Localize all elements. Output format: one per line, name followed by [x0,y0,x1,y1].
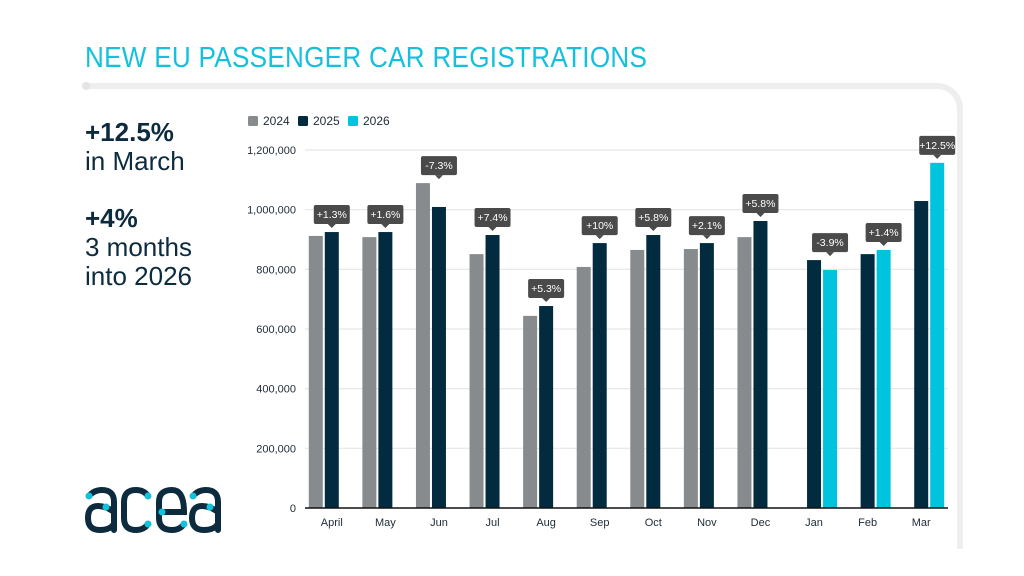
change-label: +7.4% [478,212,508,224]
y-tick-label: 400,000 [256,384,296,396]
change-badge-pointer [327,224,336,229]
stat-ytd-label-1: 3 months [85,232,192,262]
change-label: +12.5% [919,140,955,152]
bar-2026-Mar [930,162,945,508]
panel-dot [82,82,90,90]
change-badge [742,194,779,214]
change-badge-pointer [381,224,390,229]
bar-2024-May [362,237,377,508]
change-badge [528,279,565,299]
legend-swatch-2026 [348,116,358,126]
change-label: +5.3% [531,283,561,295]
legend-label-2025: 2025 [313,114,340,128]
change-badge-pointer [933,154,942,159]
bar-2025-Jul [485,235,500,508]
change-badge [812,233,849,253]
change-badge [865,222,902,242]
change-label: -7.3% [425,160,452,172]
bar-2024-April [308,235,323,509]
x-tick-label: Dec [751,517,771,529]
x-tick-label: Jun [430,517,448,529]
bar-2025-Aug [539,306,554,508]
acea-logo [84,486,221,534]
x-tick-label: May [375,517,396,529]
bar-2025-Feb [860,254,875,508]
bar-2024-Aug [523,315,538,508]
change-badge-pointer [595,235,604,240]
change-badge-pointer [542,298,551,303]
change-badge-pointer [756,213,765,218]
bar-2025-Jan [807,260,822,508]
change-badge-pointer [488,227,497,232]
change-badge [367,205,404,225]
change-badge-pointer [649,227,658,232]
x-tick-label: April [321,517,343,529]
change-label: -3.9% [816,237,843,249]
bar-2024-Dec [737,237,752,508]
change-badge [581,216,618,236]
bar-2024-Oct [630,249,645,509]
bar-2025-April [324,232,339,508]
change-badge [420,156,457,176]
y-tick-label: 800,000 [256,264,296,276]
bar-2025-Oct [646,235,661,508]
bar-2025-May [378,232,393,508]
bar-2025-Jun [431,206,446,508]
stat-march-value: +12.5% [85,117,174,147]
legend-label-2026: 2026 [363,114,390,128]
change-badge-pointer [702,235,711,240]
stat-march: +12.5% in March [85,118,185,176]
bar-2025-Nov [699,243,714,508]
x-tick-label: Sep [590,517,610,529]
change-badge [474,208,511,228]
change-label: +5.8% [638,212,668,224]
y-tick-label: 1,200,000 [247,145,296,157]
legend-label-2024: 2024 [263,114,290,128]
change-label: +10% [586,220,613,232]
bar-2025-Mar [914,201,929,508]
change-badge [313,205,350,225]
bar-2026-Feb [876,249,891,509]
x-tick-label: Mar [912,517,931,529]
y-tick-label: 200,000 [256,443,296,455]
stat-ytd: +4% 3 months into 2026 [85,204,192,291]
change-badge-pointer [826,252,835,257]
bar-2024-Jul [469,254,484,508]
change-badge [919,135,956,155]
bar-2024-Sep [576,266,591,508]
change-badge [635,208,672,228]
bar-2025-Sep [592,243,607,508]
x-tick-label: Feb [858,517,877,529]
stat-march-label: in March [85,146,185,176]
y-tick-label: 0 [290,503,296,515]
x-tick-label: Jul [486,517,500,529]
legend-swatch-2024 [248,116,258,126]
change-label: +1.6% [370,209,400,221]
change-badge [688,216,725,236]
change-label: +1.4% [869,227,899,239]
page-title: NEW EU PASSENGER CAR REGISTRATIONS [85,42,648,74]
x-tick-label: Nov [697,517,717,529]
bar-2025-Dec [753,221,768,508]
x-tick-label: Aug [536,517,556,529]
x-tick-label: Jan [805,517,823,529]
change-label: +1.3% [317,209,347,221]
y-tick-label: 600,000 [256,324,296,336]
change-badge-pointer [879,241,888,246]
stat-ytd-label-2: into 2026 [85,261,192,291]
bar-2024-Jun [415,183,430,509]
stat-ytd-value: +4% [85,203,138,233]
bar-2024-Nov [683,249,698,508]
x-tick-label: Oct [645,517,662,529]
chart-panel-frame [85,83,963,549]
change-badge-pointer [434,175,443,180]
change-label: +5.8% [745,198,775,210]
change-label: +2.1% [692,220,722,232]
bar-2026-Jan [823,269,838,508]
legend-swatch-2025 [298,116,308,126]
y-tick-label: 1,000,000 [247,205,296,217]
